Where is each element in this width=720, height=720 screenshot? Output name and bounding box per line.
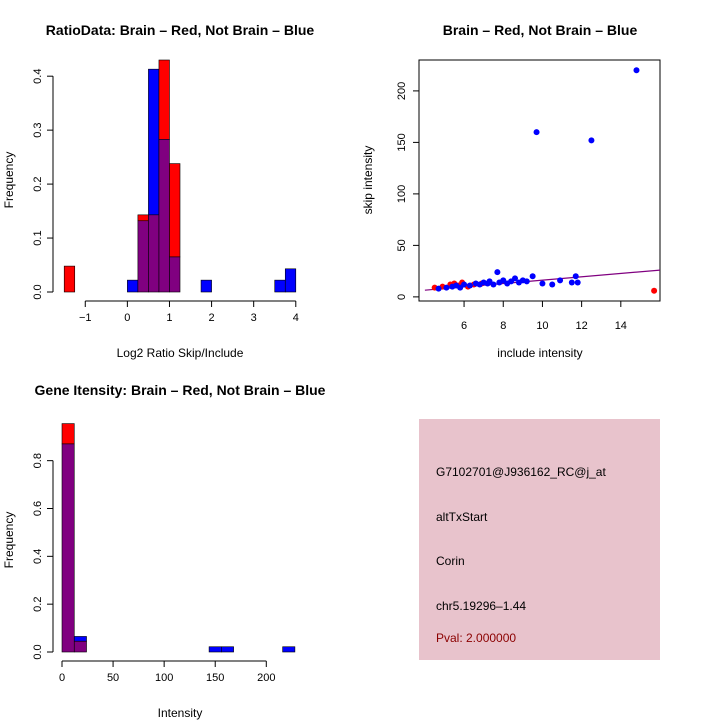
bar-not-brain bbox=[284, 268, 297, 293]
x-tick-label: 4 bbox=[293, 312, 299, 324]
intensity-histogram-xlabel: Intensity bbox=[158, 706, 203, 720]
intensity-scatter: Brain – Red, Not Brain – Blue include in… bbox=[361, 22, 661, 360]
point-not-brain bbox=[572, 273, 579, 280]
x-tick-label: 8 bbox=[500, 320, 506, 332]
y-tick-label: 100 bbox=[396, 185, 408, 203]
y-tick-label: 0.6 bbox=[32, 501, 44, 516]
y-tick-label: 0 bbox=[396, 294, 408, 300]
point-not-brain bbox=[490, 281, 497, 288]
bar-not-brain bbox=[148, 68, 160, 216]
point-not-brain bbox=[523, 278, 530, 285]
y-tick-label: 50 bbox=[396, 239, 408, 251]
ratio-histogram-axes: −1 0 1 2 3 4 0.0 0.1 0.2 0.3 0.4 bbox=[32, 69, 299, 324]
y-tick-label: 0.3 bbox=[32, 122, 44, 137]
bar-not-brain bbox=[127, 279, 139, 293]
scatter-xlabel: include intensity bbox=[497, 346, 582, 360]
bar-brain bbox=[169, 163, 181, 258]
point-not-brain bbox=[633, 67, 640, 74]
bar-brain bbox=[61, 423, 75, 445]
x-tick-label: 100 bbox=[155, 672, 173, 684]
info-panel: G7102701@J936162_RC@j_at altTxStart Cori… bbox=[419, 419, 660, 660]
y-tick-label: 0.8 bbox=[32, 453, 44, 468]
scatter-plot-box bbox=[418, 59, 661, 302]
genomic-location: chr5.19296–1.44 bbox=[436, 599, 526, 613]
point-not-brain bbox=[494, 269, 501, 276]
y-tick-label: 0.0 bbox=[32, 284, 44, 299]
ratio-histogram-title: RatioData: Brain – Red, Not Brain – Blue bbox=[46, 22, 315, 38]
intensity-histogram-axes: 0 50 100 150 200 0.0 0.2 0.4 0.6 0.8 bbox=[32, 453, 275, 684]
bar-overlap bbox=[73, 640, 87, 653]
intensity-histogram-bars bbox=[61, 423, 296, 653]
x-tick-label: 12 bbox=[576, 320, 588, 332]
point-not-brain bbox=[588, 137, 595, 144]
x-tick-label: 1 bbox=[166, 312, 172, 324]
ratio-histogram-bars bbox=[63, 59, 297, 293]
bar-brain bbox=[137, 214, 149, 222]
bar-not-brain bbox=[200, 279, 212, 293]
x-tick-label: 50 bbox=[107, 672, 119, 684]
bar-brain bbox=[63, 265, 76, 293]
y-tick-label: 0.4 bbox=[32, 549, 44, 564]
y-tick-label: 0.4 bbox=[32, 69, 44, 84]
ratio-histogram-xlabel: Log2 Ratio Skip/Include bbox=[117, 346, 244, 360]
point-not-brain bbox=[557, 277, 564, 284]
scatter-title: Brain – Red, Not Brain – Blue bbox=[443, 22, 638, 38]
bar-not-brain bbox=[221, 646, 234, 653]
y-tick-label: 150 bbox=[396, 133, 408, 151]
gene-name: Corin bbox=[436, 554, 465, 568]
point-not-brain bbox=[529, 273, 536, 280]
bar-overlap bbox=[137, 220, 149, 293]
bar-brain bbox=[158, 59, 170, 140]
intensity-histogram-title: Gene Itensity: Brain – Red, Not Brain – … bbox=[35, 382, 326, 398]
x-tick-label: −1 bbox=[79, 312, 92, 324]
x-tick-label: 6 bbox=[461, 320, 467, 332]
bar-overlap bbox=[158, 139, 170, 293]
y-tick-label: 0.2 bbox=[32, 176, 44, 191]
intensity-histogram-ylabel: Frequency bbox=[2, 512, 16, 569]
bar-not-brain bbox=[208, 646, 222, 653]
bar-not-brain bbox=[282, 646, 296, 653]
point-brain bbox=[651, 287, 658, 294]
point-not-brain bbox=[533, 129, 540, 136]
x-tick-label: 0 bbox=[124, 312, 130, 324]
x-tick-label: 3 bbox=[251, 312, 257, 324]
point-not-brain bbox=[512, 275, 519, 282]
x-tick-label: 14 bbox=[615, 320, 627, 332]
point-not-brain bbox=[549, 281, 556, 288]
scatter-points bbox=[431, 67, 658, 294]
ratio-histogram-ylabel: Frequency bbox=[2, 152, 16, 209]
y-tick-label: 0.0 bbox=[32, 644, 44, 659]
bar-not-brain bbox=[73, 636, 87, 642]
bar-overlap bbox=[169, 256, 181, 293]
point-not-brain bbox=[443, 284, 450, 291]
y-tick-label: 0.1 bbox=[32, 230, 44, 245]
x-tick-label: 0 bbox=[59, 672, 65, 684]
point-not-brain bbox=[435, 285, 442, 292]
scatter-axes: 6 8 10 12 14 0 50 100 150 200 bbox=[396, 82, 627, 332]
ratio-histogram: RatioData: Brain – Red, Not Brain – Blue… bbox=[2, 22, 314, 360]
probe-id: G7102701@J936162_RC@j_at bbox=[436, 465, 606, 479]
x-tick-label: 10 bbox=[536, 320, 548, 332]
x-tick-label: 2 bbox=[209, 312, 215, 324]
intensity-histogram: Gene Itensity: Brain – Red, Not Brain – … bbox=[2, 382, 326, 720]
bar-overlap bbox=[61, 443, 75, 653]
point-not-brain bbox=[568, 279, 575, 286]
point-not-brain bbox=[466, 282, 473, 289]
point-not-brain bbox=[539, 280, 546, 287]
info-panel-background bbox=[419, 419, 660, 660]
scatter-ylabel: skip intensity bbox=[361, 146, 375, 215]
x-tick-label: 200 bbox=[257, 672, 275, 684]
y-tick-label: 0.2 bbox=[32, 597, 44, 612]
p-value: Pval: 2.000000 bbox=[436, 631, 516, 645]
event-type: altTxStart bbox=[436, 510, 488, 524]
x-tick-label: 150 bbox=[206, 672, 224, 684]
y-tick-label: 200 bbox=[396, 82, 408, 100]
bar-overlap bbox=[148, 214, 160, 293]
point-not-brain bbox=[574, 279, 581, 286]
bar-not-brain bbox=[274, 279, 286, 293]
point-not-brain bbox=[461, 281, 468, 288]
